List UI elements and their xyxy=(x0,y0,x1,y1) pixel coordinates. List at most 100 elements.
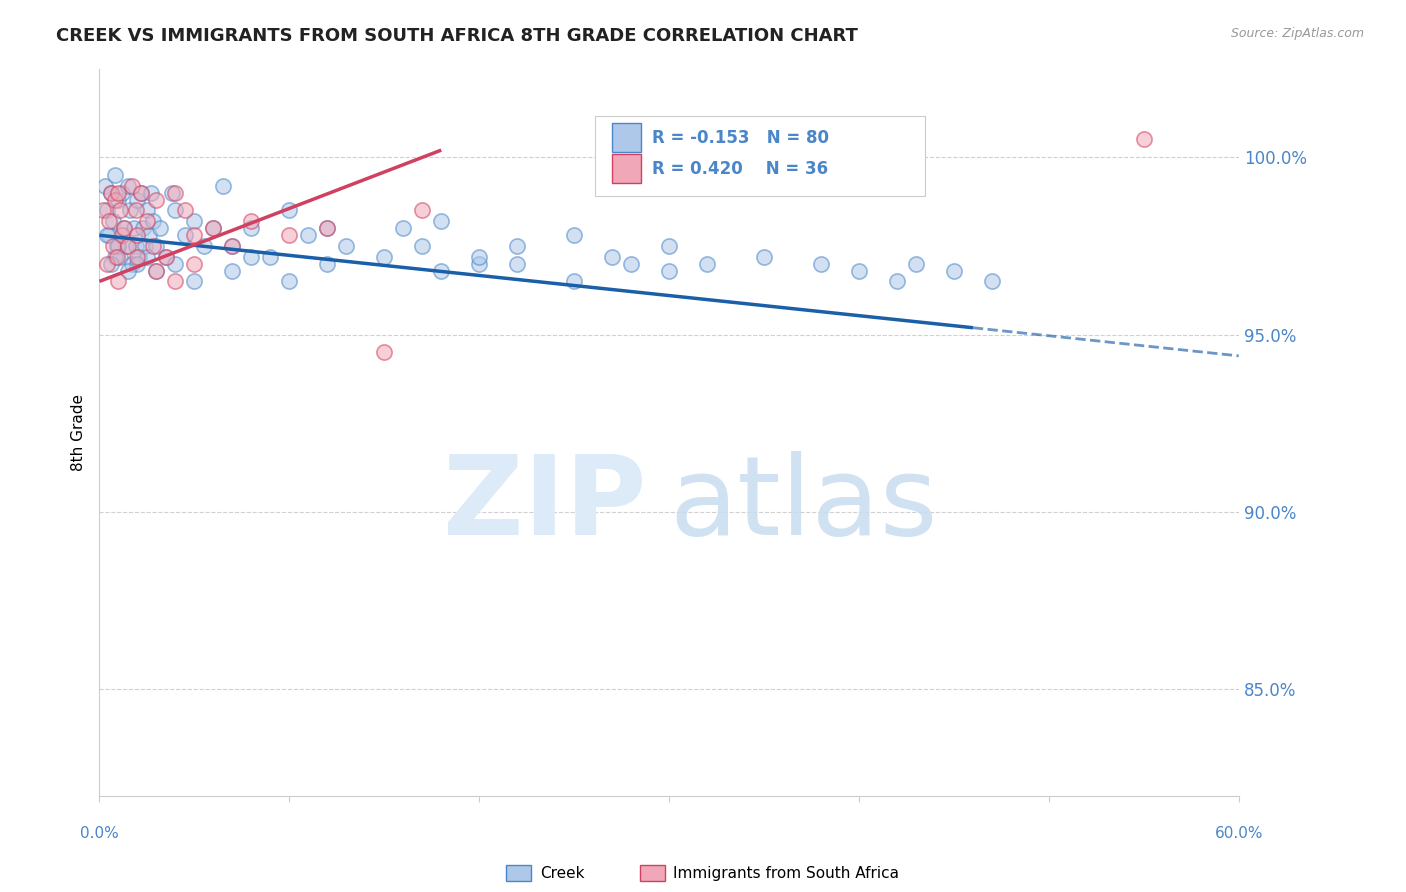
Point xyxy=(97,228,120,243)
Point xyxy=(118,203,141,218)
Point xyxy=(129,186,152,200)
Point xyxy=(121,178,143,193)
Point xyxy=(468,250,491,264)
Point xyxy=(94,178,117,193)
Point xyxy=(278,228,301,243)
Point xyxy=(145,264,167,278)
Text: Creek: Creek xyxy=(540,866,585,880)
Point xyxy=(373,250,395,264)
Point xyxy=(104,250,127,264)
Point xyxy=(886,274,908,288)
Text: Source: ZipAtlas.com: Source: ZipAtlas.com xyxy=(1230,27,1364,40)
Text: ZIP: ZIP xyxy=(443,451,647,558)
Text: R = -0.153   N = 80: R = -0.153 N = 80 xyxy=(652,128,830,146)
Point xyxy=(980,274,1002,288)
Point xyxy=(138,228,160,243)
Text: R = 0.420    N = 36: R = 0.420 N = 36 xyxy=(652,160,828,178)
Point xyxy=(104,168,127,182)
Bar xyxy=(612,154,641,184)
Point xyxy=(848,264,870,278)
Text: CREEK VS IMMIGRANTS FROM SOUTH AFRICA 8TH GRADE CORRELATION CHART: CREEK VS IMMIGRANTS FROM SOUTH AFRICA 8T… xyxy=(56,27,858,45)
Point xyxy=(620,257,643,271)
Point xyxy=(107,274,129,288)
Point xyxy=(155,250,177,264)
Point xyxy=(110,203,132,218)
Point xyxy=(112,221,135,235)
Text: 60.0%: 60.0% xyxy=(1215,826,1263,841)
Point xyxy=(97,214,120,228)
Text: Immigrants from South Africa: Immigrants from South Africa xyxy=(673,866,900,880)
FancyBboxPatch shape xyxy=(595,116,925,195)
Point xyxy=(122,221,145,235)
Point xyxy=(100,257,122,271)
Point xyxy=(392,221,415,235)
Point xyxy=(752,250,775,264)
Point xyxy=(165,186,187,200)
Point xyxy=(202,221,225,235)
Point xyxy=(107,239,129,253)
Point xyxy=(111,186,134,200)
Point xyxy=(105,250,128,264)
Point xyxy=(135,203,157,218)
Point xyxy=(107,186,129,200)
Point xyxy=(155,250,177,264)
Point xyxy=(135,250,157,264)
Point xyxy=(316,221,339,235)
Point xyxy=(142,214,165,228)
Point xyxy=(128,250,150,264)
Point xyxy=(240,250,263,264)
Point xyxy=(127,250,149,264)
Point xyxy=(127,228,149,243)
Point xyxy=(132,221,155,235)
Point xyxy=(173,228,195,243)
Point xyxy=(139,186,162,200)
Point xyxy=(335,239,357,253)
Point xyxy=(124,203,146,218)
Point xyxy=(149,221,172,235)
Text: 0.0%: 0.0% xyxy=(80,826,120,841)
Point xyxy=(506,257,529,271)
Point xyxy=(165,274,187,288)
Point xyxy=(221,264,243,278)
Point xyxy=(430,214,453,228)
Point xyxy=(165,257,187,271)
Point xyxy=(91,203,114,218)
Point xyxy=(145,264,167,278)
Point xyxy=(942,264,965,278)
Point xyxy=(100,186,122,200)
Point xyxy=(430,264,453,278)
Text: atlas: atlas xyxy=(669,451,938,558)
Point xyxy=(110,250,132,264)
Point xyxy=(810,257,832,271)
Point xyxy=(600,250,623,264)
Point xyxy=(121,257,143,271)
Point xyxy=(124,239,146,253)
Point xyxy=(221,239,243,253)
Point xyxy=(183,257,205,271)
Point xyxy=(117,264,139,278)
Point xyxy=(101,239,124,253)
Point xyxy=(658,239,681,253)
Point xyxy=(411,239,433,253)
Point xyxy=(212,178,235,193)
Point xyxy=(160,186,183,200)
Point xyxy=(562,228,585,243)
Point xyxy=(278,203,301,218)
Point xyxy=(316,257,339,271)
Y-axis label: 8th Grade: 8th Grade xyxy=(72,393,86,471)
Point xyxy=(183,228,205,243)
Point xyxy=(1133,132,1156,146)
Point xyxy=(117,239,139,253)
Point xyxy=(142,239,165,253)
Point xyxy=(316,221,339,235)
Point xyxy=(135,214,157,228)
Point xyxy=(904,257,927,271)
Point xyxy=(111,228,134,243)
Point xyxy=(145,193,167,207)
Point xyxy=(129,186,152,200)
Point xyxy=(127,257,149,271)
Point xyxy=(105,239,128,253)
Point xyxy=(100,186,122,200)
Point xyxy=(115,239,138,253)
Point xyxy=(101,214,124,228)
